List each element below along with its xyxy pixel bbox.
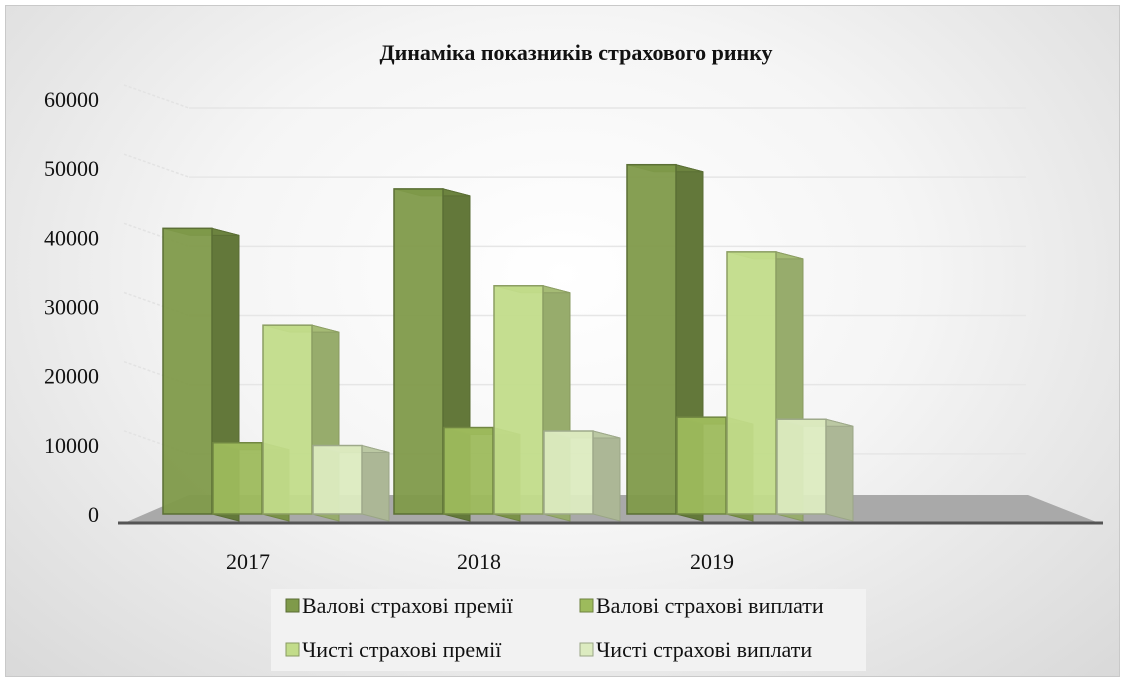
legend-swatch [579, 598, 594, 613]
legend-box [271, 589, 866, 671]
x-tick-label: 2018 [457, 549, 501, 574]
x-axis-ticks: 2017 2018 2019 [226, 549, 734, 574]
y-tick-label: 60000 [44, 87, 99, 112]
legend-label: Чисті страхові виплати [596, 637, 812, 662]
y-tick-label: 40000 [44, 225, 99, 250]
y-tick-label: 30000 [44, 295, 99, 320]
gridlines [123, 84, 1026, 455]
bar [543, 430, 621, 522]
legend-swatch [285, 598, 300, 613]
bar [776, 418, 854, 522]
chart-title: Динаміка показників страхового ринку [379, 40, 772, 65]
y-axis-ticks: 0 10000 20000 30000 40000 50000 60000 [44, 87, 99, 527]
y-tick-label: 20000 [44, 364, 99, 389]
x-tick-label: 2017 [226, 549, 270, 574]
bar [312, 444, 390, 522]
y-tick-label: 10000 [44, 433, 99, 458]
bars [162, 163, 854, 522]
legend-swatch [285, 642, 300, 657]
x-tick-label: 2019 [690, 549, 734, 574]
legend: Валові страхові премії Валові страхові ви… [271, 589, 866, 671]
y-tick-label: 50000 [44, 156, 99, 181]
legend-label: Чисті страхові премії [302, 637, 502, 662]
legend-swatch [579, 642, 594, 657]
gridline-side [123, 84, 190, 109]
y-tick-label: 0 [88, 502, 99, 527]
chart-svg: Динаміка показників страхового ринку 0 10… [44, 40, 1103, 671]
legend-label: Валові страхові премії [302, 593, 514, 618]
gridline-side [123, 153, 190, 178]
chart-frame: Динаміка показників страхового ринку 0 10… [5, 5, 1120, 677]
bar [393, 188, 471, 522]
legend-label: Валові страхові виплати [596, 593, 824, 618]
